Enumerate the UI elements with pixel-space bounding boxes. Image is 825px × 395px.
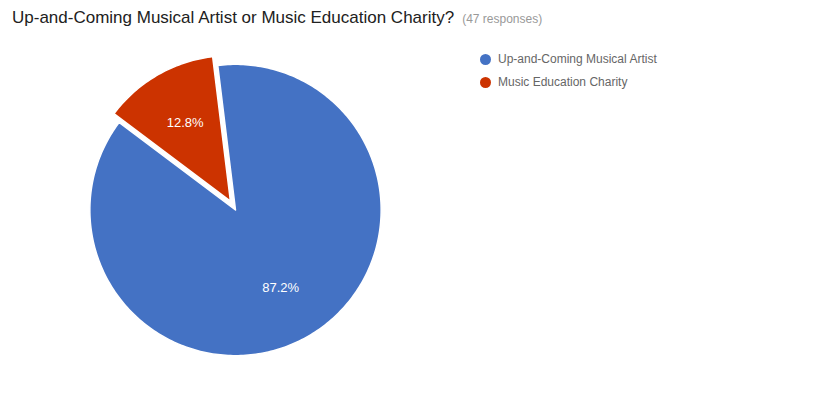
html-text:Music Education Charity: Music Education Charity: [498, 75, 628, 89]
html-text:Up-and-Coming Musical Artist o: Up-and-Coming Musical Artist or Music Ed…: [12, 8, 455, 27]
html-text:(47 responses): (47 responses): [462, 12, 543, 26]
svg-text:12.8%: 12.8%: [167, 115, 204, 130]
html-text:Up-and-Coming Musical Artist: Up-and-Coming Musical Artist: [498, 52, 657, 66]
svg-text:87.2%: 87.2%: [262, 280, 299, 295]
